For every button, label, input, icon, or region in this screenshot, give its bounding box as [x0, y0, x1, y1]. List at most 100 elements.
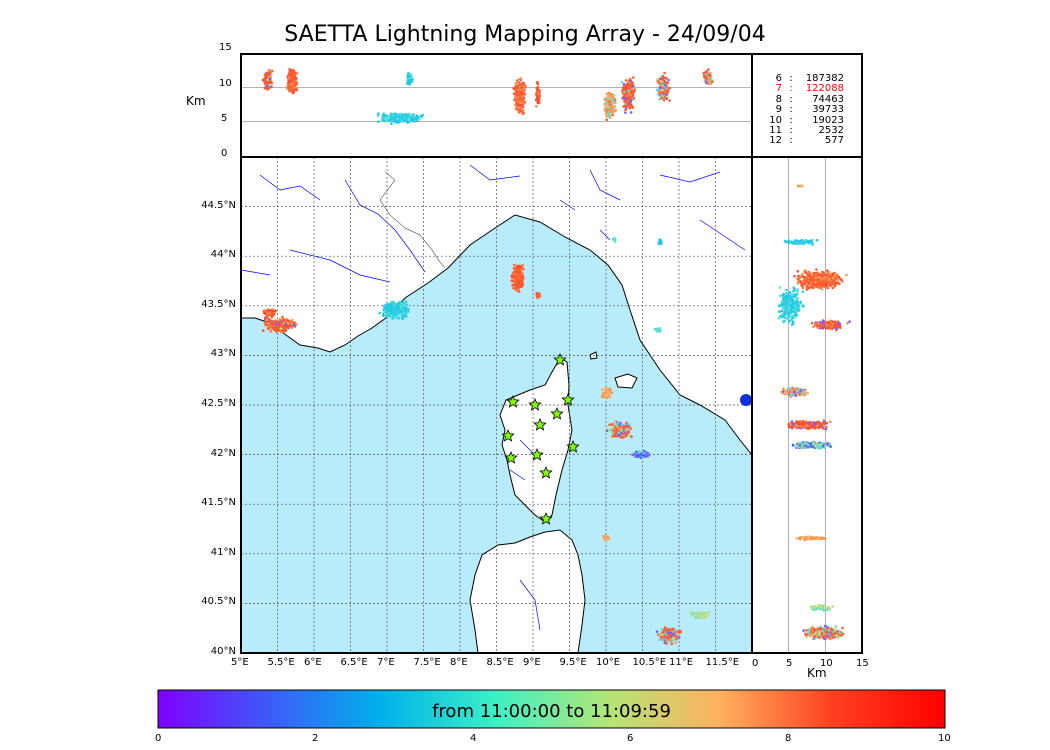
- lightning-source: [419, 114, 423, 118]
- lightning-source: [515, 265, 519, 268]
- lightning-source: [833, 275, 837, 278]
- lightning-source: [535, 93, 539, 96]
- lightning-source: [614, 421, 617, 424]
- lightning-source: [624, 108, 627, 111]
- lightning-source: [395, 312, 399, 315]
- lightning-source: [792, 286, 795, 290]
- lightning-source: [631, 76, 635, 79]
- lightning-source: [397, 307, 401, 311]
- lightning-source: [810, 273, 814, 277]
- lightning-source: [401, 307, 405, 310]
- lightning-source: [787, 423, 790, 427]
- lightning-source: [522, 90, 525, 93]
- lightning-source: [601, 388, 604, 392]
- lightning-source: [814, 322, 817, 326]
- lightning-source: [695, 614, 699, 617]
- lightning-source: [536, 80, 539, 84]
- lightning-source: [635, 450, 638, 454]
- lightning-source: [275, 330, 278, 333]
- altitude-lat-panel: [751, 156, 863, 654]
- lightning-source: [628, 106, 632, 110]
- lightning-source: [701, 610, 704, 614]
- lightning-source: [269, 81, 273, 84]
- lightning-source: [629, 96, 632, 99]
- lightning-source: [284, 329, 287, 333]
- lightning-source: [602, 534, 605, 538]
- lightning-source: [788, 310, 791, 314]
- lightning-source: [377, 120, 381, 123]
- lightning-source: [274, 319, 278, 323]
- lightning-source: [782, 305, 786, 309]
- lightning-source: [608, 106, 612, 110]
- lightning-source: [629, 90, 633, 93]
- lightning-source: [383, 310, 387, 313]
- lightning-source: [793, 310, 796, 314]
- lightning-source: [659, 83, 663, 87]
- lightning-source: [288, 69, 291, 73]
- lightning-source: [606, 102, 610, 105]
- lightning-source: [660, 628, 663, 631]
- station-star: [533, 417, 547, 431]
- lightning-source: [293, 321, 296, 324]
- lightning-source: [262, 78, 265, 81]
- lightning-source: [829, 420, 832, 424]
- lightning-source: [264, 75, 268, 78]
- lightning-source: [631, 106, 634, 109]
- lightning-source: [513, 275, 517, 279]
- lightning-source: [783, 303, 786, 306]
- lightning-source: [517, 290, 521, 293]
- lightning-source: [516, 86, 520, 89]
- lightning-source: [814, 282, 817, 286]
- lightning-source: [625, 93, 628, 97]
- lightning-source: [518, 94, 521, 98]
- lightning-source: [790, 241, 794, 244]
- lightning-source: [674, 641, 677, 645]
- lightning-source: [389, 118, 392, 121]
- lightning-source: [521, 263, 525, 267]
- lightning-source: [405, 315, 408, 318]
- corsica-island: [499, 357, 573, 523]
- lightning-source: [265, 86, 269, 90]
- lightning-source: [711, 80, 714, 83]
- country-borders: [379, 171, 446, 269]
- lightning-source: [266, 83, 270, 87]
- lightning-source: [394, 315, 398, 319]
- lightning-source: [826, 277, 829, 281]
- lightning-source: [806, 278, 810, 281]
- lightning-source: [536, 293, 539, 297]
- lightning-source: [286, 321, 290, 325]
- lightning-source: [705, 611, 708, 615]
- lightning-clusters: [261, 237, 752, 646]
- lightning-source: [829, 284, 832, 287]
- station-star: [566, 439, 580, 453]
- lightning-source: [401, 113, 405, 117]
- lightning-source: [823, 276, 827, 279]
- lightning-source: [269, 86, 272, 89]
- lightning-source: [810, 422, 814, 426]
- lightning-source: [779, 315, 783, 319]
- lightning-source: [405, 303, 409, 307]
- lightning-source: [664, 83, 667, 87]
- lightning-source: [661, 76, 665, 79]
- lightning-source: [606, 427, 609, 430]
- chart-title: SAETTA Lightning Mapping Array - 24/09/0…: [284, 22, 766, 47]
- lightning-source: [409, 72, 413, 76]
- lightning-source: [626, 431, 630, 435]
- lightning-source: [286, 325, 290, 329]
- lightning-source: [788, 306, 791, 310]
- mainland-land: [241, 157, 752, 456]
- lightning-source: [281, 315, 284, 319]
- lightning-source: [663, 641, 667, 645]
- lightning-source: [636, 453, 640, 457]
- lightning-source: [662, 98, 666, 102]
- lightning-source: [665, 91, 669, 94]
- lightning-source: [518, 103, 521, 107]
- lightning-source: [796, 393, 799, 396]
- lightning-source: [520, 275, 523, 279]
- lightning-source: [813, 424, 816, 427]
- lightning-source: [797, 274, 800, 278]
- lightning-source: [611, 98, 615, 102]
- lightning-source: [830, 325, 834, 328]
- lightning-source: [666, 637, 670, 640]
- lightning-source: [399, 117, 402, 120]
